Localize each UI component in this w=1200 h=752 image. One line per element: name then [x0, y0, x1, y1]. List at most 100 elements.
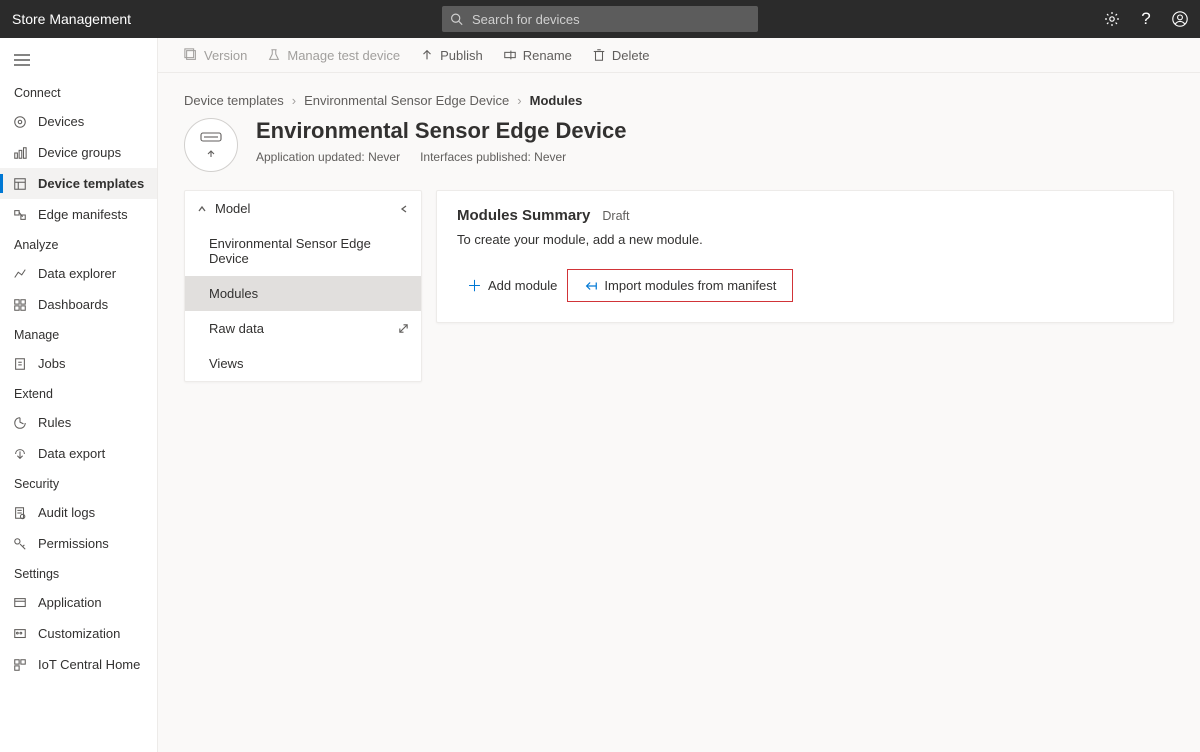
device-avatar-icon — [184, 118, 238, 172]
nav-label: IoT Central Home — [38, 657, 140, 672]
model-item-device[interactable]: Environmental Sensor Edge Device — [185, 226, 421, 276]
sidebar-item-application[interactable]: Application — [0, 587, 157, 618]
section-analyze: Analyze — [0, 230, 157, 258]
sidebar-item-jobs[interactable]: Jobs — [0, 348, 157, 379]
chevron-right-icon: › — [517, 93, 521, 108]
chevron-left-icon[interactable] — [399, 204, 409, 214]
sidebar-item-data-explorer[interactable]: Data explorer — [0, 258, 157, 289]
toolbar-manage-test-device[interactable]: Manage test device — [267, 48, 400, 63]
page-header: Environmental Sensor Edge Device Applica… — [184, 118, 1174, 172]
sidebar-item-device-templates[interactable]: Device templates — [0, 168, 157, 199]
summary-panel: Modules Summary Draft To create your mod… — [436, 190, 1174, 323]
customization-icon — [12, 627, 28, 641]
sidebar-item-rules[interactable]: Rules — [0, 407, 157, 438]
content: Device templates › Environmental Sensor … — [158, 73, 1200, 402]
model-item-views[interactable]: Views — [185, 346, 421, 381]
gear-icon[interactable] — [1104, 11, 1120, 27]
toolbar-label: Manage test device — [287, 48, 400, 63]
home-icon — [12, 658, 28, 672]
data-explorer-icon — [12, 267, 28, 281]
sidebar-item-customization[interactable]: Customization — [0, 618, 157, 649]
model-item-raw-data[interactable]: Raw data — [185, 311, 421, 346]
main: Version Manage test device Publish Renam… — [158, 38, 1200, 752]
breadcrumb-current: Modules — [530, 93, 583, 108]
nav-label: Device groups — [38, 145, 121, 160]
nav-label: Audit logs — [38, 505, 95, 520]
toolbar: Version Manage test device Publish Renam… — [158, 38, 1200, 73]
section-connect: Connect — [0, 78, 157, 106]
search-icon — [450, 13, 463, 26]
sidebar-item-iot-central-home[interactable]: IoT Central Home — [0, 649, 157, 680]
edge-manifests-icon — [12, 208, 28, 222]
section-settings: Settings — [0, 559, 157, 587]
toolbar-rename[interactable]: Rename — [503, 48, 572, 63]
toolbar-label: Delete — [612, 48, 650, 63]
sidebar-item-permissions[interactable]: Permissions — [0, 528, 157, 559]
model-item-label: Raw data — [209, 321, 264, 336]
toolbar-version[interactable]: Version — [184, 48, 247, 63]
nav-label: Devices — [38, 114, 84, 129]
nav-label: Jobs — [38, 356, 65, 371]
chevron-right-icon: › — [292, 93, 296, 108]
topbar: Store Management ? — [0, 0, 1200, 38]
data-export-icon — [12, 447, 28, 461]
sidebar-item-data-export[interactable]: Data export — [0, 438, 157, 469]
application-icon — [12, 596, 28, 610]
toolbar-label: Version — [204, 48, 247, 63]
audit-logs-icon — [12, 506, 28, 520]
toolbar-label: Rename — [523, 48, 572, 63]
page-title: Environmental Sensor Edge Device — [256, 118, 626, 144]
nav-label: Customization — [38, 626, 120, 641]
sidebar: Connect Devices Device groups Device tem… — [0, 38, 158, 752]
import-modules-button[interactable]: Import modules from manifest — [574, 272, 786, 299]
help-icon[interactable]: ? — [1138, 11, 1154, 27]
section-extend: Extend — [0, 379, 157, 407]
device-templates-icon — [12, 177, 28, 191]
nav-label: Rules — [38, 415, 71, 430]
sidebar-item-dashboards[interactable]: Dashboards — [0, 289, 157, 320]
search-wrap — [442, 6, 758, 32]
menu-toggle-icon[interactable] — [0, 48, 157, 78]
devices-icon — [12, 115, 28, 129]
button-label: Import modules from manifest — [604, 278, 776, 293]
plus-icon: ＋ — [467, 275, 482, 296]
nav-label: Application — [38, 595, 102, 610]
delete-icon — [592, 48, 606, 62]
model-item-modules[interactable]: Modules — [185, 276, 421, 311]
nav-label: Data explorer — [38, 266, 116, 281]
topbar-right: ? — [1104, 11, 1188, 27]
expand-icon — [398, 323, 409, 334]
breadcrumb: Device templates › Environmental Sensor … — [184, 93, 1174, 108]
sidebar-item-device-groups[interactable]: Device groups — [0, 137, 157, 168]
flask-icon — [267, 48, 281, 62]
status-badge: Draft — [602, 209, 629, 223]
breadcrumb-parent[interactable]: Environmental Sensor Edge Device — [304, 93, 509, 108]
import-highlight: Import modules from manifest — [567, 269, 793, 302]
device-groups-icon — [12, 146, 28, 160]
toolbar-publish[interactable]: Publish — [420, 48, 483, 63]
nav-label: Dashboards — [38, 297, 108, 312]
breadcrumb-root[interactable]: Device templates — [184, 93, 284, 108]
sidebar-item-edge-manifests[interactable]: Edge manifests — [0, 199, 157, 230]
model-panel-head[interactable]: Model — [185, 191, 421, 226]
toolbar-delete[interactable]: Delete — [592, 48, 650, 63]
nav-label: Data export — [38, 446, 105, 461]
nav-label: Device templates — [38, 176, 144, 191]
section-manage: Manage — [0, 320, 157, 348]
version-icon — [184, 48, 198, 62]
app-title: Store Management — [12, 11, 131, 27]
account-icon[interactable] — [1172, 11, 1188, 27]
sidebar-item-devices[interactable]: Devices — [0, 106, 157, 137]
sidebar-item-audit-logs[interactable]: Audit logs — [0, 497, 157, 528]
nav-label: Edge manifests — [38, 207, 128, 222]
add-module-button[interactable]: ＋ Add module — [457, 269, 567, 302]
summary-desc: To create your module, add a new module. — [457, 232, 1153, 247]
nav-label: Permissions — [38, 536, 109, 551]
permissions-icon — [12, 537, 28, 551]
search-input[interactable] — [442, 6, 758, 32]
import-icon — [584, 280, 598, 292]
meta-interfaces-published: Interfaces published: Never — [420, 150, 566, 164]
model-panel: Model Environmental Sensor Edge Device M… — [184, 190, 422, 382]
dashboards-icon — [12, 298, 28, 312]
button-label: Add module — [488, 278, 557, 293]
